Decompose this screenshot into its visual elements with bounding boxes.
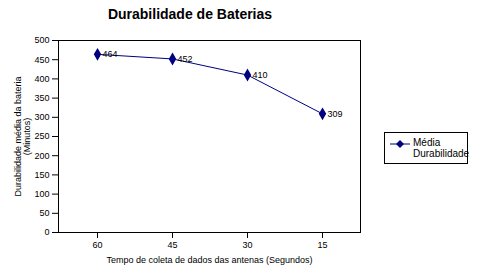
svg-text:150: 150 xyxy=(34,170,49,180)
svg-text:60: 60 xyxy=(92,240,102,250)
svg-text:Durabilidade média da bateria(: Durabilidade média da bateria(Minutos) xyxy=(13,76,32,196)
svg-text:100: 100 xyxy=(34,189,49,199)
html-text:Durabilidade de Baterias: Durabilidade de Baterias xyxy=(107,6,273,22)
svg-text:250: 250 xyxy=(34,131,49,141)
html-text:Média Durabilidade: Média Durabilidade xyxy=(413,137,470,159)
svg-text:15: 15 xyxy=(317,240,327,250)
svg-text:464: 464 xyxy=(103,49,118,59)
svg-text:Tempo de coleta de dados das a: Tempo de coleta de dados das antenas (Se… xyxy=(106,255,312,265)
svg-text:450: 450 xyxy=(34,55,49,65)
svg-text:200: 200 xyxy=(34,151,49,161)
svg-text:30: 30 xyxy=(242,240,252,250)
svg-text:0: 0 xyxy=(44,227,49,237)
svg-text:45: 45 xyxy=(167,240,177,250)
svg-text:309: 309 xyxy=(328,109,343,119)
svg-text:452: 452 xyxy=(178,54,193,64)
svg-text:50: 50 xyxy=(39,208,49,218)
svg-text:410: 410 xyxy=(253,70,268,80)
svg-text:350: 350 xyxy=(34,93,49,103)
svg-text:400: 400 xyxy=(34,74,49,84)
svg-text:500: 500 xyxy=(34,35,49,45)
svg-text:300: 300 xyxy=(34,112,49,122)
